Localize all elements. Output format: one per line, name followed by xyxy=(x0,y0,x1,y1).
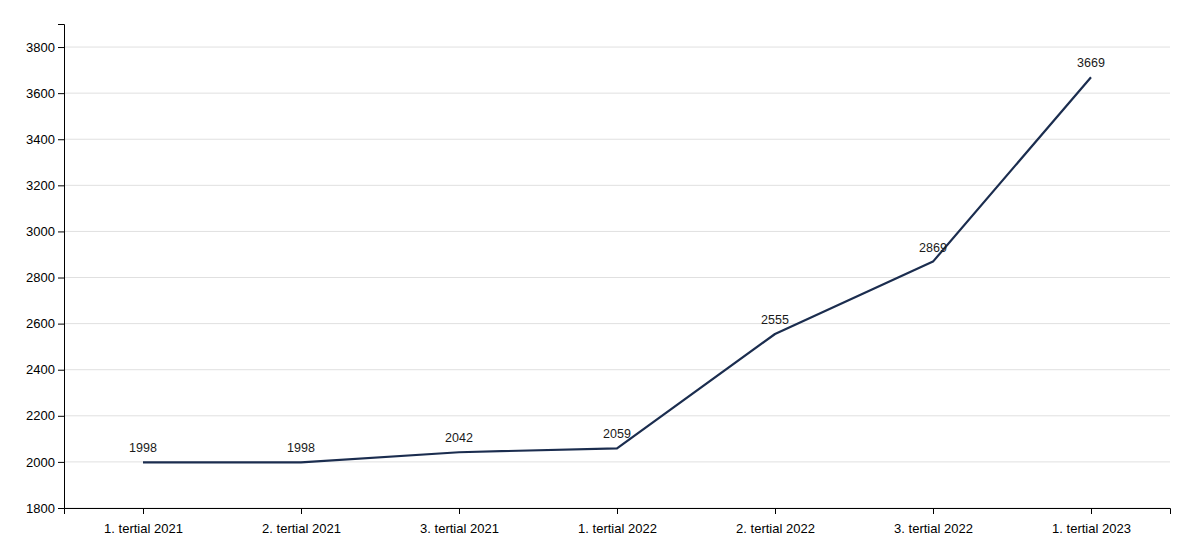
y-tick-mark xyxy=(58,47,64,48)
marks xyxy=(143,77,1091,462)
x-tick-mark xyxy=(617,508,618,514)
x-tick-mark xyxy=(301,508,302,514)
data-label: 2059 xyxy=(603,427,631,441)
y-axis-line xyxy=(58,25,65,509)
y-tick: 2200 xyxy=(26,408,64,423)
data-label: 1998 xyxy=(129,441,157,455)
y-tick: 2600 xyxy=(26,316,64,331)
y-tick: 3200 xyxy=(26,178,64,193)
y-tick-mark xyxy=(58,231,64,232)
data-label: 2869 xyxy=(919,241,947,255)
grid-line xyxy=(64,231,1170,232)
y-tick-mark xyxy=(58,278,64,279)
x-tick-mark xyxy=(459,508,460,514)
y-tick-label: 3200 xyxy=(26,178,55,193)
x-tick: 3. tertial 2022 xyxy=(894,508,973,536)
y-axis: 1800 2000 2200 2400 2600 2800 3000 3200 3400 3600… xyxy=(26,25,64,516)
grid-line xyxy=(64,93,1170,94)
x-tick: 1. tertial 2023 xyxy=(1052,508,1131,536)
data-label: 1998 xyxy=(287,441,315,455)
data-label: 2555 xyxy=(761,313,789,327)
chart-container: 1800 2000 2200 2400 2600 2800 3000 3200 3400 3600… xyxy=(0,0,1200,558)
x-tick-label: 1. tertial 2023 xyxy=(1052,521,1131,536)
y-tick: 2800 xyxy=(26,270,64,285)
y-tick-mark xyxy=(58,93,64,94)
y-tick: 2400 xyxy=(26,362,64,377)
y-tick-mark xyxy=(58,462,64,463)
y-tick-label: 3800 xyxy=(26,40,55,55)
x-tick-label: 3. tertial 2022 xyxy=(894,521,973,536)
data-labels: 1998 1998 2042 2059 2555 2869 3669 xyxy=(129,56,1105,455)
y-tick-label: 3000 xyxy=(26,224,55,239)
y-tick-label: 2000 xyxy=(26,455,55,470)
data-label: 2042 xyxy=(445,431,473,445)
x-tick-label: 2. tertial 2022 xyxy=(736,521,815,536)
y-tick-mark xyxy=(58,185,64,186)
x-axis-line xyxy=(65,509,1171,515)
grid-line xyxy=(64,185,1170,186)
grid-line xyxy=(64,415,1170,416)
y-tick: 3400 xyxy=(26,132,64,147)
y-tick: 3000 xyxy=(26,224,64,239)
grid-line xyxy=(64,139,1170,140)
x-tick-mark xyxy=(1091,508,1092,514)
x-tick: 2. tertial 2022 xyxy=(736,508,815,536)
y-tick-mark xyxy=(58,324,64,325)
y-tick-mark xyxy=(58,370,64,371)
x-axis: 1. tertial 2021 2. tertial 2021 3. tertial… xyxy=(65,508,1171,536)
y-tick: 3800 xyxy=(26,40,64,55)
x-tick: 1. tertial 2021 xyxy=(104,508,183,536)
x-tick-label: 1. tertial 2021 xyxy=(104,521,183,536)
y-tick-mark xyxy=(58,508,64,509)
y-tick: 1800 xyxy=(26,501,64,516)
grid xyxy=(64,47,1170,508)
x-tick-label: 3. tertial 2021 xyxy=(420,521,499,536)
y-tick-label: 2800 xyxy=(26,270,55,285)
grid-line xyxy=(64,47,1170,48)
y-tick-label: 1800 xyxy=(26,501,55,516)
y-tick-label: 2400 xyxy=(26,362,55,377)
chart-svg: 1800 2000 2200 2400 2600 2800 3000 3200 3400 3600… xyxy=(0,0,1200,558)
grid-line xyxy=(64,369,1170,370)
y-tick-label: 2600 xyxy=(26,316,55,331)
grid-line xyxy=(64,277,1170,278)
x-tick: 1. tertial 2022 xyxy=(578,508,657,536)
y-tick: 3600 xyxy=(26,86,64,101)
y-tick-mark xyxy=(58,139,64,140)
data-line xyxy=(143,77,1091,462)
grid-line xyxy=(64,323,1170,324)
plot-area: 1800 2000 2200 2400 2600 2800 3000 3200 3400 3600… xyxy=(26,25,1170,536)
x-tick-label: 2. tertial 2021 xyxy=(262,521,341,536)
y-tick-label: 3600 xyxy=(26,86,55,101)
x-tick-label: 1. tertial 2022 xyxy=(578,521,657,536)
x-tick-mark xyxy=(143,508,144,514)
x-tick-mark xyxy=(933,508,934,514)
x-tick: 3. tertial 2021 xyxy=(420,508,499,536)
x-tick: 2. tertial 2021 xyxy=(262,508,341,536)
x-tick-mark xyxy=(775,508,776,514)
y-tick-label: 3400 xyxy=(26,132,55,147)
y-tick-label: 2200 xyxy=(26,408,55,423)
data-label: 3669 xyxy=(1077,56,1105,70)
y-tick: 2000 xyxy=(26,455,64,470)
y-tick-mark xyxy=(58,416,64,417)
